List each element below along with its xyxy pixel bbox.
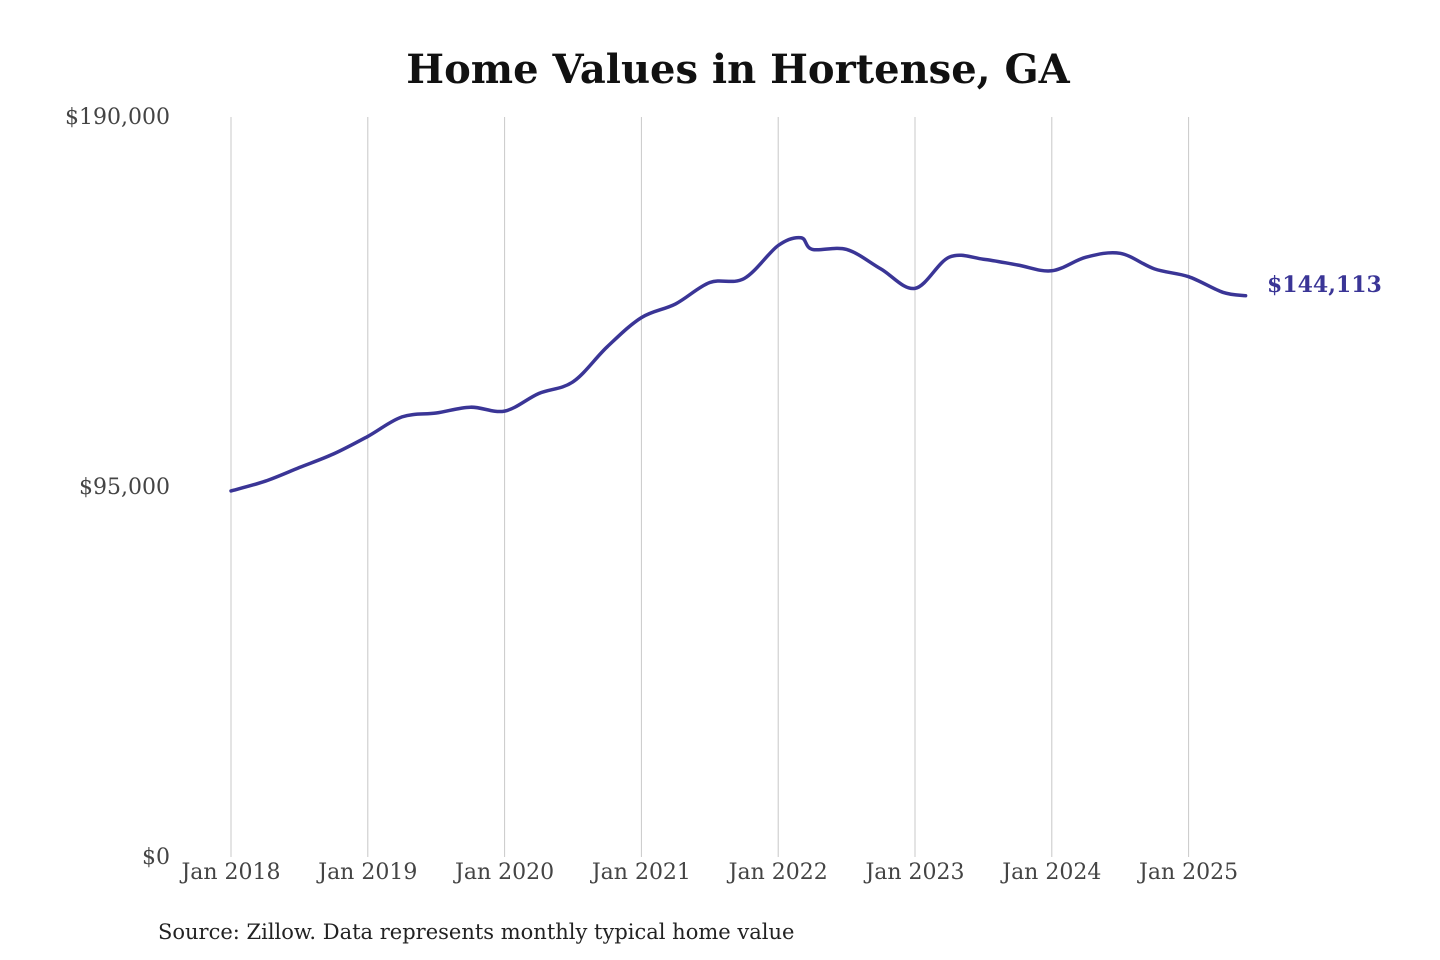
x-tick-label: Jan 2025 <box>1137 860 1238 885</box>
x-tick-label: Jan 2018 <box>179 860 280 885</box>
x-tick-label: Jan 2023 <box>863 860 964 885</box>
x-tick-label: Jan 2024 <box>1000 860 1101 885</box>
series-group <box>229 235 1248 493</box>
chart-title: Home Values in Hortense, GA <box>406 46 1070 93</box>
vertical-gridlines <box>230 117 1190 857</box>
x-tick-label: Jan 2021 <box>590 860 691 885</box>
y-tick-label: $190,000 <box>65 105 170 130</box>
y-tick-label: $95,000 <box>79 475 170 500</box>
x-tick-label: Jan 2019 <box>316 860 417 885</box>
series-line-0 <box>229 235 1248 493</box>
x-tick-label: Jan 2022 <box>727 860 828 885</box>
y-axis-tick-labels: $0 $95,000 $190,000 <box>65 105 170 870</box>
y-tick-label: $0 <box>142 845 170 870</box>
x-tick-label: Jan 2020 <box>453 860 554 885</box>
source-note: Source: Zillow. Data represents monthly … <box>158 920 794 944</box>
last-value-label: $144,113 <box>1267 272 1382 298</box>
x-axis-tick-labels: Jan 2018 Jan 2019 Jan 2020 Jan 2021 Jan 2022… <box>179 860 1238 885</box>
